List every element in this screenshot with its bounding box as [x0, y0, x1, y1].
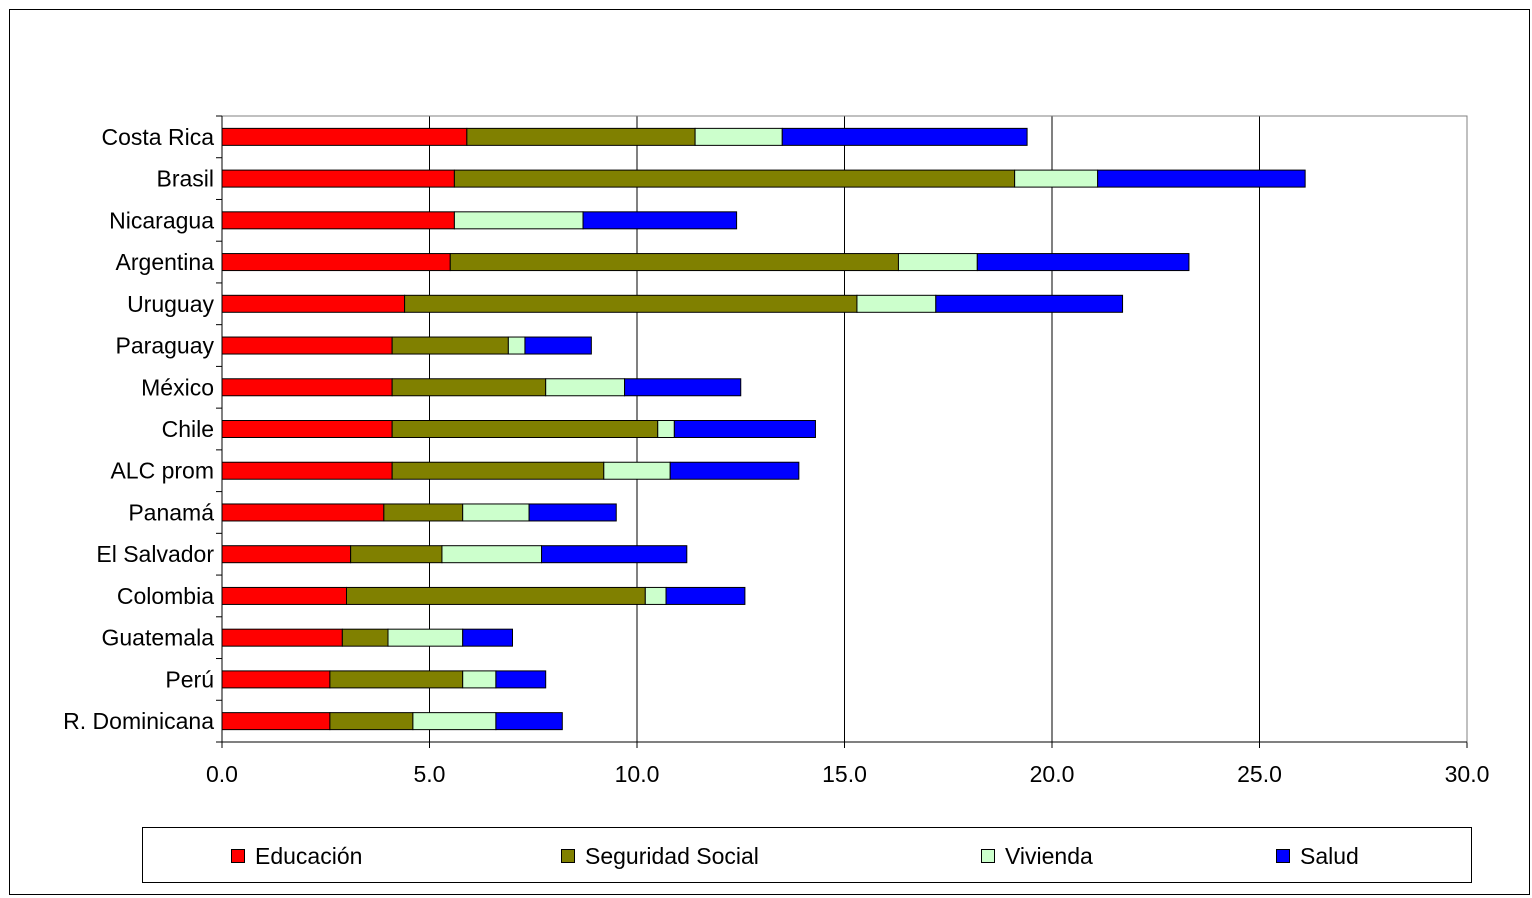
- category-label: ALC prom: [110, 458, 214, 484]
- bar-seguridad-social-10: [350, 545, 443, 564]
- category-label: Argentina: [116, 249, 215, 275]
- bar-vivienda-14: [412, 712, 497, 731]
- bar-vivienda-5: [507, 336, 526, 355]
- category-label: Costa Rica: [102, 124, 215, 150]
- bar-educaci-n-13: [221, 670, 331, 689]
- bar-vivienda-1: [1014, 169, 1099, 188]
- bar-salud-14: [495, 712, 563, 731]
- x-tick-label: 15.0: [822, 761, 867, 787]
- bar-salud-6: [624, 378, 742, 397]
- bar-educaci-n-4: [221, 294, 406, 313]
- category-label: Brasil: [156, 166, 214, 192]
- legend-item: Salud: [1276, 842, 1359, 870]
- bar-seguridad-social-1: [453, 169, 1016, 188]
- legend-label: Vivienda: [1005, 842, 1093, 869]
- category-label: México: [141, 374, 214, 400]
- bar-educaci-n-14: [221, 712, 331, 731]
- bar-educaci-n-3: [221, 253, 451, 272]
- bar-seguridad-social-14: [329, 712, 414, 731]
- bar-seguridad-social-4: [404, 294, 858, 313]
- bar-educaci-n-11: [221, 586, 347, 605]
- bar-educaci-n-0: [221, 127, 468, 146]
- category-label: R. Dominicana: [63, 708, 214, 734]
- chart-plot: 0.0 5.0 10.0 15.0 20.0 25.0 30.0 Costa Rica Bras…: [63, 115, 1490, 787]
- bar-seguridad-social-13: [329, 670, 464, 689]
- legend-swatch: [561, 849, 575, 863]
- category-label: Guatemala: [101, 625, 214, 651]
- x-tick-label: 30.0: [1445, 761, 1490, 787]
- x-tick-label: 10.0: [615, 761, 660, 787]
- legend-label: Educación: [255, 842, 363, 869]
- bar-seguridad-social-5: [391, 336, 509, 355]
- bar-vivienda-11: [644, 586, 667, 605]
- bar-educaci-n-7: [221, 420, 393, 438]
- bar-educaci-n-2: [221, 211, 455, 230]
- x-tick-label: 20.0: [1030, 761, 1075, 787]
- bar-salud-5: [524, 336, 592, 355]
- legend: Educación Seguridad Social Vivienda Salud: [142, 827, 1472, 883]
- bar-salud-13: [495, 670, 547, 689]
- category-label: Nicaragua: [109, 207, 214, 233]
- category-label: Paraguay: [116, 333, 215, 359]
- bar-seguridad-social-3: [449, 253, 899, 272]
- bar-vivienda-4: [856, 294, 937, 313]
- category-label: Perú: [165, 666, 214, 692]
- bar-salud-11: [665, 586, 746, 605]
- bar-vivienda-10: [441, 545, 543, 564]
- legend-item: Educación: [231, 842, 362, 870]
- bar-salud-1: [1097, 169, 1306, 188]
- bar-vivienda-9: [462, 503, 530, 522]
- bar-salud-2: [582, 211, 738, 230]
- legend-item: Vivienda: [981, 842, 1093, 870]
- bar-vivienda-0: [694, 127, 783, 146]
- legend-swatch: [231, 849, 245, 863]
- bar-educaci-n-1: [221, 169, 455, 188]
- bar-seguridad-social-9: [383, 503, 464, 522]
- bar-educaci-n-5: [221, 336, 393, 355]
- bar-vivienda-8: [603, 461, 671, 480]
- bar-educaci-n-12: [221, 628, 343, 647]
- legend-swatch: [1276, 849, 1290, 863]
- bar-salud-12: [462, 628, 514, 647]
- bar-salud-7: [673, 420, 816, 438]
- category-label: El Salvador: [96, 541, 214, 567]
- bar-vivienda-7: [657, 420, 675, 438]
- x-tick-label: 5.0: [414, 761, 446, 787]
- category-label: Colombia: [117, 583, 214, 609]
- bar-vivienda-3: [897, 253, 978, 272]
- bar-seguridad-social-6: [391, 378, 547, 397]
- x-tick-label: 0.0: [206, 761, 238, 787]
- legend-swatch: [981, 849, 995, 863]
- bar-vivienda-12: [387, 628, 464, 647]
- x-tick-label: 25.0: [1237, 761, 1282, 787]
- bar-seguridad-social-8: [391, 461, 605, 480]
- bar-educaci-n-10: [221, 545, 352, 564]
- category-label: Uruguay: [127, 291, 214, 317]
- bar-salud-8: [669, 461, 800, 480]
- bar-salud-0: [781, 127, 1028, 146]
- bar-vivienda-2: [453, 211, 584, 230]
- bar-vivienda-13: [462, 670, 497, 689]
- bar-seguridad-social-7: [391, 420, 659, 438]
- bar-salud-9: [528, 503, 617, 522]
- bar-salud-4: [935, 294, 1124, 313]
- category-label: Panamá: [128, 499, 214, 525]
- bar-seguridad-social-12: [341, 628, 389, 647]
- bar-vivienda-6: [545, 378, 626, 397]
- bar-educaci-n-8: [221, 461, 393, 480]
- category-label: Chile: [162, 416, 214, 442]
- legend-label: Seguridad Social: [585, 842, 759, 869]
- legend-label: Salud: [1300, 842, 1359, 869]
- bar-seguridad-social-0: [466, 127, 696, 146]
- bar-seguridad-social-11: [346, 586, 646, 605]
- chart-area: 0.0 5.0 10.0 15.0 20.0 25.0 30.0 Costa Rica Bras…: [9, 9, 1530, 895]
- bar-educaci-n-6: [221, 378, 393, 397]
- bar-educaci-n-9: [221, 503, 385, 522]
- legend-item: Seguridad Social: [561, 842, 759, 870]
- bar-salud-10: [541, 545, 688, 564]
- bar-salud-3: [976, 253, 1190, 272]
